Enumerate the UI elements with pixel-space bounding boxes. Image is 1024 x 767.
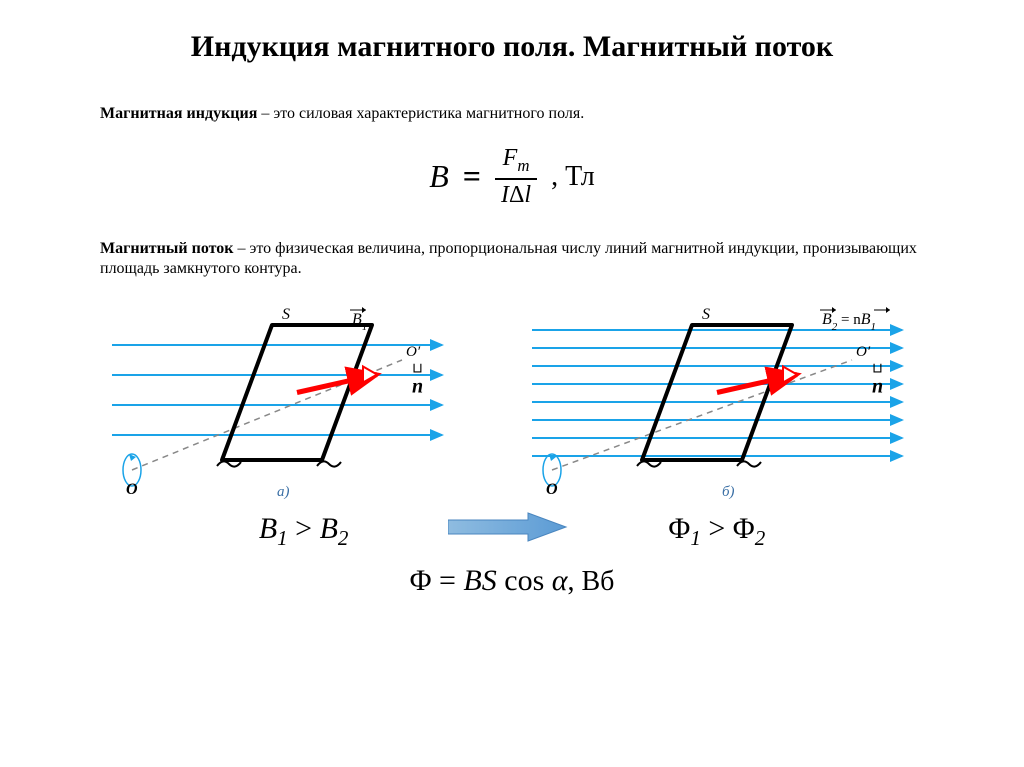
svg-text:B1: B1: [352, 311, 367, 333]
formula-B-left: B: [429, 158, 449, 195]
ineq-gt-1: >: [288, 512, 320, 545]
frac-den-l: l: [524, 182, 531, 208]
term-1-text: – это силовая характеристика магнитного …: [257, 105, 584, 122]
definition-1: Магнитная индукция – это силовая характе…: [100, 104, 934, 125]
formula-B: B = Fm IΔl , Тл: [50, 145, 974, 209]
svg-text:O′: O′: [406, 344, 421, 360]
ineq-B-rhs: B: [320, 512, 338, 545]
svg-text:S: S: [702, 306, 710, 323]
ineq-Phi-rhs: Φ: [733, 512, 755, 545]
phi-B: B: [463, 564, 481, 597]
definition-2: Магнитный поток – это физическая величин…: [100, 239, 934, 281]
ineq-Phi: Φ1 > Φ2: [668, 512, 765, 551]
formula-B-frac: Fm IΔl: [495, 145, 537, 209]
phi-S: S: [482, 564, 497, 597]
svg-text:S: S: [282, 306, 290, 323]
svg-text:а): а): [277, 484, 290, 500]
svg-text:O′: O′: [856, 344, 871, 360]
inequality-row: B1 > B2 Φ1 > Φ2: [50, 510, 974, 552]
ineq-B-lhs: B: [259, 512, 277, 545]
ineq-Phi-lhs: Φ: [668, 512, 690, 545]
phi-sym: Φ: [410, 564, 432, 597]
phi-alpha: α: [552, 564, 568, 597]
phi-eq: =: [432, 564, 464, 597]
frac-den-I: I: [501, 182, 509, 208]
term-1: Магнитная индукция: [100, 105, 257, 122]
svg-text:n: n: [872, 376, 883, 398]
formula-Phi: Φ = BS cos α, Вб: [50, 564, 974, 598]
page-title: Индукция магнитного поля. Магнитный пото…: [50, 30, 974, 64]
diagram-left: O O′ ⊔n S B1 а): [102, 300, 462, 500]
ineq-B: B1 > B2: [259, 512, 349, 551]
phi-cos: cos: [497, 564, 552, 597]
ineq-B-lsub: 1: [277, 526, 288, 550]
frac-num-sub: m: [517, 156, 529, 175]
ineq-B-rsub: 2: [338, 526, 349, 550]
svg-text:O: O: [126, 481, 138, 498]
svg-text:⊔: ⊔: [412, 362, 423, 377]
formula-B-eq: =: [463, 158, 481, 195]
ineq-gt-2: >: [701, 512, 733, 545]
formula-B-unit: , Тл: [551, 161, 595, 193]
svg-text:б): б): [722, 484, 735, 500]
phi-unit: , Вб: [568, 566, 615, 597]
svg-text:n: n: [412, 376, 423, 398]
frac-den-delta: Δ: [509, 182, 524, 208]
svg-text:⊔: ⊔: [872, 362, 883, 377]
ineq-Phi-rsub: 2: [755, 526, 766, 550]
term-2: Магнитный поток: [100, 240, 233, 257]
diagram-area: OO′⊔nSB1а) OO′⊔nSB2 = nB1б): [50, 300, 974, 500]
svg-text:O: O: [546, 481, 558, 498]
diagram-right: OO′⊔nSB2 = nB1б): [522, 300, 922, 500]
ineq-Phi-lsub: 1: [690, 526, 701, 550]
implication-arrow-icon: [448, 510, 568, 552]
frac-num-F: F: [503, 145, 518, 171]
